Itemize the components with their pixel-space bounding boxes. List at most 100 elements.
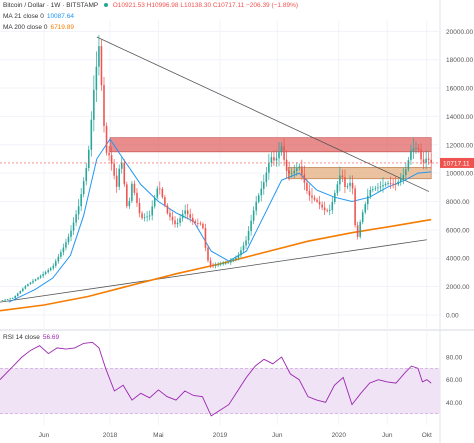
candle-body	[369, 189, 372, 196]
candle-body	[224, 262, 227, 264]
candle-body	[257, 195, 260, 202]
candle-body	[11, 298, 14, 299]
candle-body	[379, 186, 382, 188]
candle-body	[328, 210, 331, 211]
candle-body	[42, 273, 44, 276]
x-tick-label: 2020	[332, 432, 347, 439]
candle-body	[39, 275, 42, 278]
candle-body	[136, 192, 138, 204]
time-axis: Jun 2018 Mai 2019 Jun 2020 Jun Okt	[39, 432, 432, 439]
candle-body	[306, 182, 308, 191]
candle-body	[268, 162, 270, 173]
candle-body	[143, 217, 146, 219]
candle-body	[405, 169, 407, 176]
ma21-value: 10087.64	[46, 13, 74, 20]
candle-body	[103, 85, 105, 127]
candle-body	[240, 250, 242, 256]
descending-trendline	[96, 36, 430, 192]
candle-body	[293, 170, 296, 174]
candle-body	[123, 162, 126, 185]
candle-body	[90, 119, 93, 150]
candle-body	[318, 201, 321, 205]
candle-body	[159, 188, 161, 190]
candle-body	[323, 207, 326, 211]
candle-body	[227, 262, 230, 264]
candle-body	[415, 148, 417, 149]
candle-body	[133, 183, 136, 193]
candle-body	[29, 282, 32, 285]
x-tick-label: 2019	[213, 432, 228, 439]
candle-body	[80, 194, 82, 207]
candle-body	[184, 210, 186, 214]
candle-body	[420, 149, 422, 160]
candle-body	[1, 300, 4, 301]
candle-body	[19, 291, 22, 294]
candle-body	[303, 174, 306, 183]
candle-body	[372, 189, 374, 190]
ma200-label: MA 200 close 0	[3, 24, 48, 31]
candle-body	[126, 184, 128, 207]
x-tick-label: Okt	[422, 432, 432, 439]
candle-body	[290, 173, 293, 175]
candle-body	[16, 293, 19, 296]
candle-body	[392, 183, 394, 185]
candle-body	[24, 286, 27, 289]
candle-body	[176, 222, 179, 225]
x-tick-label: Mai	[153, 432, 163, 439]
candle-body	[308, 190, 311, 196]
candle-body	[44, 272, 47, 274]
ma21-legend: MA 21 close 0 10087.64	[3, 13, 74, 20]
candle-body	[100, 46, 103, 86]
candle-body	[191, 217, 194, 222]
candle-body	[367, 195, 369, 205]
candle-body	[209, 260, 212, 266]
candle-body	[212, 265, 214, 267]
candle-body	[62, 247, 65, 253]
candle-body	[138, 203, 141, 214]
candle-body	[32, 280, 34, 283]
candle-body	[222, 263, 224, 265]
candle-body	[356, 225, 359, 237]
candle-body	[181, 213, 184, 219]
candle-body	[242, 245, 245, 251]
candle-body	[301, 166, 303, 175]
candle-body	[214, 265, 217, 267]
candle-body	[389, 183, 392, 184]
candle-body	[311, 195, 313, 198]
candle-body	[232, 259, 235, 262]
candle-body	[219, 263, 222, 265]
candle-body	[75, 214, 77, 223]
candle-body	[146, 216, 148, 218]
candle-body	[288, 170, 290, 174]
candle-body	[110, 155, 113, 164]
y-tick-label: 10000.00	[446, 171, 473, 178]
candle-body	[384, 183, 387, 186]
y-tick-label: 12000.00	[446, 142, 473, 149]
ma200-value: 6719.89	[50, 24, 74, 31]
chart-header: Bitcoin / Dollar · 1W · BITSTAMP O10921.…	[3, 2, 298, 9]
candle-body	[417, 148, 420, 150]
candle-body	[87, 149, 90, 169]
annotation-zones	[109, 137, 432, 180]
candle-body	[412, 148, 415, 151]
candle-body	[164, 197, 166, 206]
candle-body	[118, 168, 121, 187]
candle-body	[275, 158, 278, 161]
candle-body	[171, 216, 174, 221]
candle-body	[270, 157, 273, 163]
candle-body	[4, 299, 6, 301]
candle-body	[247, 231, 250, 241]
ma21-label: MA 21 close 0	[3, 13, 44, 20]
ascending-trendline	[0, 239, 427, 303]
ma21-line	[8, 138, 432, 303]
candle-body	[9, 298, 11, 300]
candle-body	[52, 265, 55, 269]
candle-body	[341, 175, 344, 178]
x-tick-label: Jun	[39, 432, 50, 439]
candle-body	[156, 188, 159, 198]
candle-body	[148, 215, 151, 217]
candle-body	[34, 279, 37, 281]
candle-body	[298, 166, 301, 169]
candle-body	[174, 220, 176, 225]
